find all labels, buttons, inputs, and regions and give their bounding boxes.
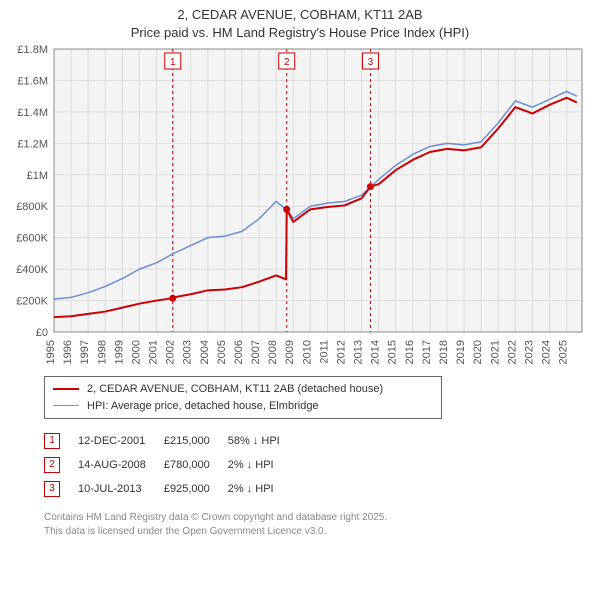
svg-text:£1.4M: £1.4M	[17, 107, 48, 119]
svg-text:2004: 2004	[199, 340, 211, 364]
legend-swatch	[53, 388, 79, 390]
marker-num-cell: 3	[44, 477, 78, 501]
legend-swatch	[53, 405, 79, 406]
marker-delta: 2% ↓ HPI	[228, 453, 298, 477]
marker-number: 3	[44, 481, 60, 497]
svg-text:2015: 2015	[387, 340, 399, 364]
svg-text:2019: 2019	[455, 340, 467, 364]
chart-container: £0 £200K £400K £600K £800K £1M £1.2M £1.4M £1.6M…	[10, 45, 590, 370]
marker-delta: 2% ↓ HPI	[228, 477, 298, 501]
svg-text:£1.8M: £1.8M	[17, 45, 48, 56]
marker-date: 12-DEC-2001	[78, 429, 164, 453]
svg-text:2020: 2020	[472, 340, 484, 364]
legend-box: 2, CEDAR AVENUE, COBHAM, KT11 2AB (detac…	[44, 376, 442, 419]
marker-number: 2	[44, 457, 60, 473]
svg-text:2024: 2024	[541, 340, 553, 364]
svg-text:2013: 2013	[353, 340, 365, 364]
svg-text:2016: 2016	[404, 340, 416, 364]
title-line-2: Price paid vs. HM Land Registry's House …	[0, 24, 600, 42]
svg-text:2010: 2010	[301, 340, 313, 364]
svg-text:2009: 2009	[284, 340, 296, 364]
legend-item: 2, CEDAR AVENUE, COBHAM, KT11 2AB (detac…	[53, 381, 433, 398]
svg-text:1997: 1997	[79, 340, 91, 364]
svg-text:2021: 2021	[489, 340, 501, 364]
svg-text:1995: 1995	[45, 340, 57, 364]
marker-row: 1 12-DEC-2001£215,00058% ↓ HPI	[44, 429, 298, 453]
legend-label: 2, CEDAR AVENUE, COBHAM, KT11 2AB (detac…	[87, 381, 383, 398]
footer-attribution: Contains HM Land Registry data © Crown c…	[44, 511, 600, 538]
svg-text:2012: 2012	[335, 340, 347, 364]
svg-text:£200K: £200K	[16, 296, 48, 308]
svg-text:£1M: £1M	[27, 170, 48, 182]
svg-text:£800K: £800K	[16, 201, 48, 213]
svg-text:2001: 2001	[148, 340, 160, 364]
title-line-1: 2, CEDAR AVENUE, COBHAM, KT11 2AB	[0, 6, 600, 24]
svg-text:2002: 2002	[165, 340, 177, 364]
svg-text:2018: 2018	[438, 340, 450, 364]
marker-number: 1	[44, 433, 60, 449]
svg-text:2022: 2022	[506, 340, 518, 364]
svg-text:1998: 1998	[96, 340, 108, 364]
marker-delta: 58% ↓ HPI	[228, 429, 298, 453]
footer-line-2: This data is licensed under the Open Gov…	[44, 525, 600, 539]
svg-text:2014: 2014	[370, 340, 382, 364]
marker-date: 14-AUG-2008	[78, 453, 164, 477]
svg-text:2007: 2007	[250, 340, 262, 364]
svg-text:£400K: £400K	[16, 264, 48, 276]
svg-text:2006: 2006	[233, 340, 245, 364]
marker-date: 10-JUL-2013	[78, 477, 164, 501]
svg-text:1: 1	[170, 57, 176, 68]
svg-text:2023: 2023	[523, 340, 535, 364]
svg-text:1999: 1999	[113, 340, 125, 364]
svg-text:2025: 2025	[558, 340, 570, 364]
svg-text:£0: £0	[36, 327, 48, 339]
marker-price: £780,000	[164, 453, 228, 477]
svg-text:2017: 2017	[421, 340, 433, 364]
svg-text:2003: 2003	[182, 340, 194, 364]
svg-text:2005: 2005	[216, 340, 228, 364]
svg-text:2000: 2000	[130, 340, 142, 364]
marker-row: 3 10-JUL-2013£925,0002% ↓ HPI	[44, 477, 298, 501]
marker-num-cell: 1	[44, 429, 78, 453]
price-chart: £0 £200K £400K £600K £800K £1M £1.2M £1.4M £1.6M…	[10, 45, 590, 370]
svg-text:2: 2	[284, 57, 290, 68]
sale-markers-table: 1 12-DEC-2001£215,00058% ↓ HPI 2 14-AUG-200…	[44, 429, 298, 501]
svg-text:£600K: £600K	[16, 233, 48, 245]
chart-title: 2, CEDAR AVENUE, COBHAM, KT11 2AB Price …	[0, 0, 600, 41]
svg-text:1996: 1996	[62, 340, 74, 364]
svg-text:3: 3	[368, 57, 374, 68]
marker-num-cell: 2	[44, 453, 78, 477]
svg-text:2011: 2011	[318, 340, 330, 364]
svg-text:£1.2M: £1.2M	[17, 138, 48, 150]
legend-label: HPI: Average price, detached house, Elmb…	[87, 398, 319, 415]
footer-line-1: Contains HM Land Registry data © Crown c…	[44, 511, 600, 525]
legend-item: HPI: Average price, detached house, Elmb…	[53, 398, 433, 415]
marker-price: £215,000	[164, 429, 228, 453]
marker-row: 2 14-AUG-2008£780,0002% ↓ HPI	[44, 453, 298, 477]
marker-price: £925,000	[164, 477, 228, 501]
svg-text:2008: 2008	[267, 340, 279, 364]
svg-text:£1.6M: £1.6M	[17, 76, 48, 88]
